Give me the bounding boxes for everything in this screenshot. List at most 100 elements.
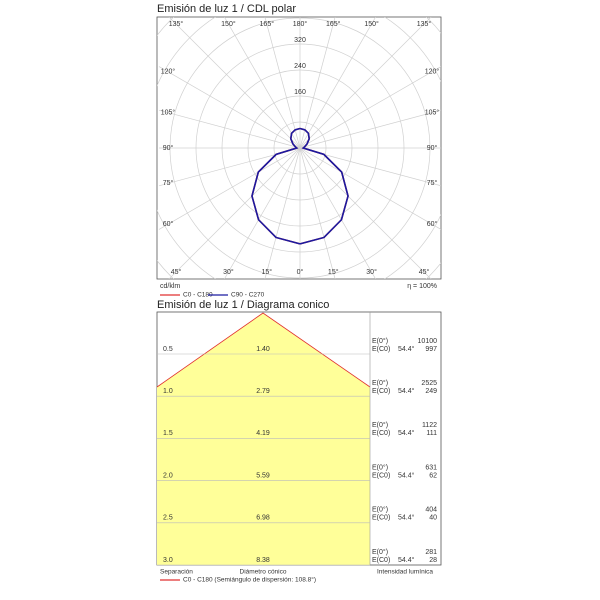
separation: 1.0	[163, 388, 173, 395]
angle-label: 90°	[427, 144, 438, 152]
spoke	[299, 109, 441, 149]
diameter: 1.40	[256, 346, 270, 353]
angle-label: 105°	[425, 108, 440, 116]
spoke	[264, 147, 301, 279]
e-label: E(0°)	[372, 379, 388, 387]
spoke	[299, 147, 336, 279]
angle-label: 135°	[169, 20, 184, 28]
e-label: E(C0)	[372, 515, 390, 522]
spoke	[158, 147, 301, 230]
polar-title: Emisión de luz 1 / CDL polar	[157, 3, 296, 15]
cone-area	[157, 313, 370, 565]
separation: 1.5	[163, 430, 173, 437]
e-label: E(C0)	[372, 388, 390, 395]
column-label: Intensidad lumínica	[377, 569, 433, 576]
spoke	[299, 147, 432, 279]
ec0-value: 28	[429, 557, 437, 564]
diameter: 8.38	[256, 557, 270, 564]
angle-label: 60°	[163, 220, 174, 228]
legend-label: C0 - C180 (Semiángulo de dispersión: 108…	[183, 576, 316, 584]
half-angle: 54.4°	[398, 345, 415, 353]
cone-edge	[156, 312, 371, 388]
ec0-value: 40	[429, 515, 437, 522]
separation: 2.0	[163, 472, 173, 479]
spoke	[158, 109, 301, 149]
e-label: E(C0)	[372, 557, 390, 564]
e-label: E(0°)	[372, 463, 388, 471]
spoke	[158, 66, 301, 149]
half-angle: 54.4°	[398, 471, 415, 479]
angle-label: 0°	[297, 268, 304, 276]
spoke	[299, 147, 376, 279]
diameter: 5.59	[256, 472, 270, 479]
e0-value: 631	[425, 464, 437, 471]
angle-label: 75°	[163, 179, 174, 187]
angle-label: 120°	[161, 68, 176, 76]
e-label: E(0°)	[372, 337, 388, 345]
diameter: 2.79	[256, 388, 270, 395]
unit-label: cd/klm	[160, 283, 180, 290]
legend-label: C90 - C270	[231, 292, 265, 299]
angle-label: 75°	[427, 179, 438, 187]
e-label: E(0°)	[372, 506, 388, 514]
spoke	[299, 66, 441, 149]
e0-value: 10100	[418, 338, 438, 345]
angle-label: 30°	[366, 268, 377, 276]
polar-grid	[157, 17, 441, 279]
e0-value: 2525	[421, 380, 437, 387]
angle-label: 165°	[260, 20, 275, 28]
angle-label: 15°	[261, 268, 272, 276]
spoke	[224, 147, 301, 279]
spoke	[299, 17, 336, 149]
efficiency: η = 100%	[407, 283, 437, 290]
spoke	[264, 17, 301, 149]
ec0-value: 249	[425, 388, 437, 395]
cone-title: Emisión de luz 1 / Diagrama conico	[157, 299, 329, 311]
e-label: E(C0)	[372, 472, 390, 479]
spoke	[168, 147, 301, 279]
e-label: E(0°)	[372, 421, 388, 429]
radial-label: 320	[294, 37, 306, 44]
ec0-value: 62	[429, 472, 437, 479]
separation: 0.5	[163, 346, 173, 353]
angle-label: 45°	[419, 268, 430, 276]
diameter: 6.98	[256, 515, 270, 522]
intensity-curve	[299, 127, 349, 245]
ec0-value: 997	[425, 346, 437, 353]
ec0-value: 111	[426, 430, 437, 437]
radial-label: 240	[294, 63, 306, 70]
e-label: E(0°)	[372, 548, 388, 556]
angle-label: 180°	[293, 20, 308, 28]
radial-label: 160	[294, 89, 306, 96]
angle-label: 135°	[417, 20, 432, 28]
e-label: E(C0)	[372, 346, 390, 353]
angle-label: 150°	[221, 20, 236, 28]
angle-label: 60°	[427, 220, 438, 228]
angle-label: 90°	[163, 144, 174, 152]
diameter: 4.19	[256, 430, 270, 437]
angle-label: 120°	[425, 68, 440, 76]
angle-label: 150°	[364, 20, 379, 28]
half-angle: 54.4°	[398, 387, 415, 395]
spoke	[299, 147, 441, 230]
spoke	[224, 17, 301, 149]
e-label: E(C0)	[372, 430, 390, 437]
half-angle: 54.4°	[398, 429, 415, 437]
spoke	[299, 17, 432, 149]
intensity-curve	[251, 127, 301, 245]
separation: 3.0	[163, 557, 173, 564]
column-label: Separación	[160, 569, 193, 576]
half-angle: 54.4°	[398, 556, 415, 564]
e0-value: 281	[425, 549, 437, 556]
angle-label: 45°	[171, 268, 182, 276]
legend-label: C0 - C180	[183, 292, 213, 299]
spoke	[299, 17, 376, 149]
angle-label: 165°	[326, 20, 341, 28]
e0-value: 404	[425, 507, 437, 514]
angle-label: 30°	[223, 268, 234, 276]
separation: 2.5	[163, 515, 173, 522]
angle-label: 105°	[161, 108, 176, 116]
spoke	[168, 17, 301, 149]
